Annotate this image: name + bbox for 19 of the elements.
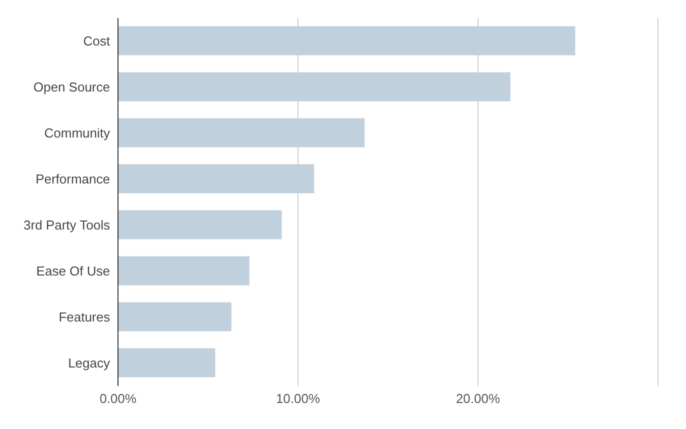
y-tick-label: Cost — [83, 34, 110, 49]
y-tick-label: Community — [44, 126, 110, 141]
bar — [118, 302, 232, 332]
y-tick-label: 3rd Party Tools — [24, 218, 110, 233]
bar — [118, 118, 365, 148]
x-tick-label: 10.00% — [276, 391, 320, 406]
bar — [118, 348, 216, 378]
y-tick-label: Performance — [36, 172, 110, 187]
x-tick-label: 0.00% — [100, 391, 137, 406]
y-tick-label: Features — [58, 310, 110, 325]
bar — [118, 256, 250, 286]
y-tick-label: Legacy — [68, 356, 110, 371]
bar — [118, 164, 314, 194]
bar — [118, 210, 282, 240]
y-tick-label: Open Source — [33, 80, 110, 95]
bar — [118, 26, 576, 56]
bar — [118, 72, 510, 102]
y-tick-label: Ease Of Use — [36, 264, 110, 279]
x-tick-label: 20.00% — [456, 391, 500, 406]
